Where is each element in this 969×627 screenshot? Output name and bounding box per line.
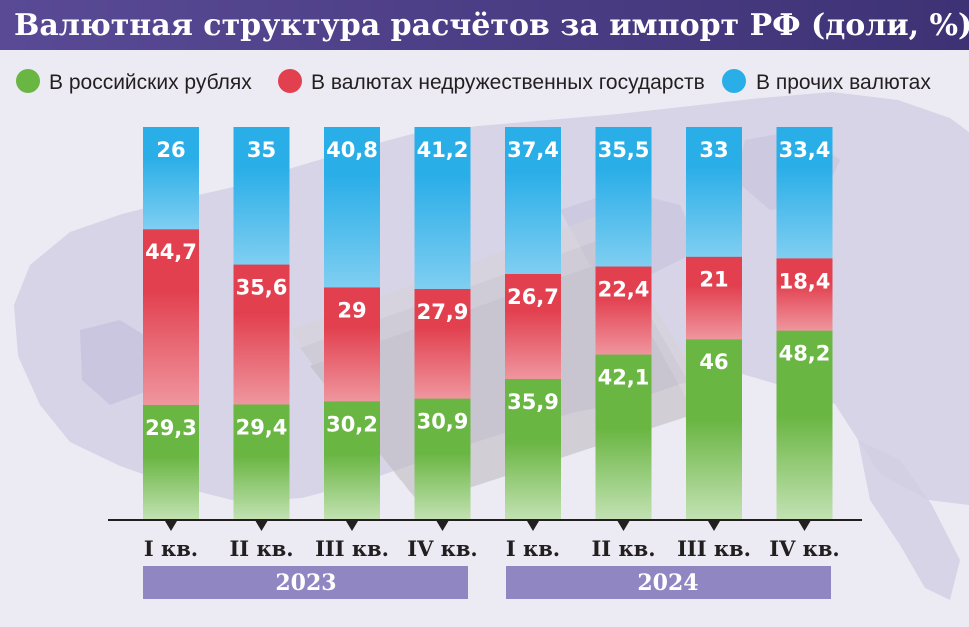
tick-mark-3 (346, 521, 358, 531)
legend-label-other: В прочих валютах (756, 71, 931, 94)
x-ticks: I кв. II кв. III кв. IV кв. I кв. II кв. III к… (144, 521, 840, 561)
tick-label-2: II кв. (229, 536, 293, 561)
value-label-rubles-1: 29,3 (145, 416, 197, 440)
value-label-unfriendly-4: 27,9 (417, 300, 469, 324)
legend-label-unfriendly: В валютах недружественных государств (311, 71, 705, 94)
value-label-rubles-3: 30,2 (326, 412, 378, 436)
value-label-rubles-5: 35,9 (507, 390, 559, 414)
tick-mark-1 (165, 521, 177, 531)
tick-label-8: IV кв. (769, 536, 840, 561)
year-label-2023: 2023 (275, 570, 336, 596)
tick-label-3: III кв. (315, 536, 389, 561)
value-label-other-3: 40,8 (326, 138, 378, 162)
year-band-2023 (143, 566, 468, 599)
year-label-2024: 2024 (637, 570, 698, 596)
tick-mark-7 (708, 521, 720, 531)
title-bar (0, 0, 969, 50)
chart-title: Валютная структура расчётов за импорт РФ… (14, 8, 969, 43)
value-label-unfriendly-7: 21 (699, 268, 728, 292)
value-label-rubles-4: 30,9 (417, 410, 469, 434)
tick-mark-4 (436, 521, 449, 531)
tick-mark-5 (527, 521, 539, 531)
value-label-unfriendly-6: 22,4 (598, 278, 650, 302)
value-label-unfriendly-2: 35,6 (236, 276, 288, 300)
tick-label-6: II кв. (591, 536, 655, 561)
value-label-rubles-8: 48,2 (779, 342, 831, 366)
value-label-unfriendly-8: 18,4 (779, 269, 831, 293)
value-label-other-8: 33,4 (779, 138, 831, 162)
legend-dot-other (722, 69, 746, 93)
tick-label-4: IV кв. (407, 536, 478, 561)
value-label-other-4: 41,2 (417, 138, 469, 162)
tick-mark-8 (798, 521, 811, 531)
segment-labels: 29,3 44,7 26 29,4 35,6 35 30,2 29 40,8 30,9 27,9 41… (145, 138, 830, 440)
legend-label-rubles: В российских рублях (49, 71, 252, 94)
tick-label-7: III кв. (677, 536, 751, 561)
value-label-other-2: 35 (247, 138, 276, 162)
value-label-other-5: 37,4 (507, 138, 559, 162)
tick-label-1: I кв. (144, 536, 198, 561)
year-band-2024 (506, 566, 831, 599)
tick-mark-6 (617, 521, 630, 531)
legend-dot-unfriendly (278, 69, 302, 93)
value-label-unfriendly-5: 26,7 (507, 285, 559, 309)
value-label-other-6: 35,5 (598, 138, 650, 162)
value-label-unfriendly-3: 29 (337, 298, 366, 322)
tick-mark-2 (255, 521, 268, 531)
value-label-rubles-2: 29,4 (236, 415, 288, 439)
tick-label-5: I кв. (506, 536, 560, 561)
value-label-rubles-7: 46 (699, 350, 728, 374)
value-label-other-7: 33 (699, 138, 728, 162)
legend: В российских рублях В валютах недружеств… (16, 69, 931, 94)
value-label-other-1: 26 (156, 138, 185, 162)
legend-dot-rubles (16, 69, 40, 93)
value-label-rubles-6: 42,1 (598, 366, 650, 390)
value-label-unfriendly-1: 44,7 (145, 240, 197, 264)
